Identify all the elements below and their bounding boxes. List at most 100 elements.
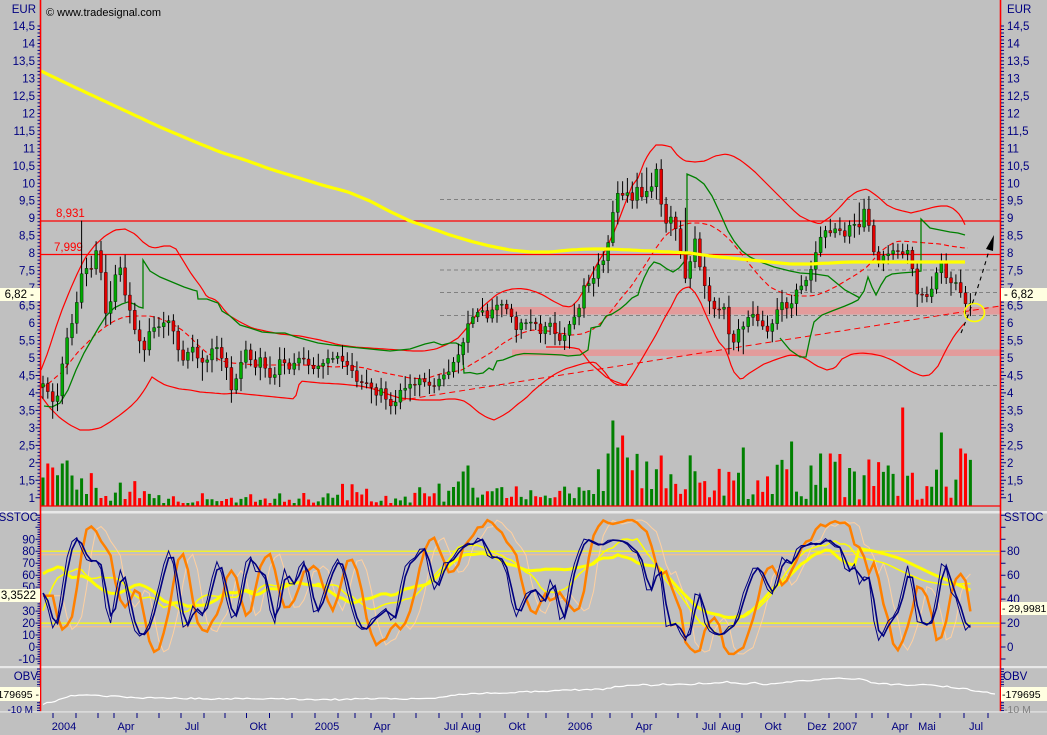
svg-text:1: 1 — [1007, 493, 1013, 505]
svg-text:3,5: 3,5 — [19, 405, 35, 417]
svg-text:Okt: Okt — [764, 721, 781, 733]
svg-text:SSTOC: SSTOC — [1004, 512, 1043, 524]
svg-text:© www.tradesignal.com: © www.tradesignal.com — [46, 7, 161, 19]
svg-text:13: 13 — [1007, 73, 1020, 85]
svg-text:4: 4 — [29, 388, 36, 400]
svg-text:12: 12 — [22, 108, 35, 120]
svg-text:8,931: 8,931 — [56, 208, 85, 220]
svg-text:30: 30 — [22, 606, 35, 618]
svg-text:179695 -: 179695 - — [0, 689, 40, 701]
svg-text:Okt: Okt — [508, 721, 525, 733]
svg-text:Jul: Jul — [444, 721, 458, 733]
svg-text:60: 60 — [22, 570, 35, 582]
svg-text:5,5: 5,5 — [1007, 336, 1023, 348]
svg-text:2006: 2006 — [568, 721, 592, 733]
svg-text:Aug: Aug — [721, 721, 741, 733]
svg-text:1,5: 1,5 — [19, 475, 35, 487]
svg-text:2: 2 — [29, 458, 35, 470]
svg-text:8,5: 8,5 — [19, 231, 35, 243]
svg-text:3: 3 — [1007, 423, 1013, 435]
svg-text:10: 10 — [22, 630, 35, 642]
svg-text:10,5: 10,5 — [1007, 161, 1029, 173]
svg-text:7,5: 7,5 — [1007, 266, 1023, 278]
svg-text:14: 14 — [22, 38, 35, 50]
svg-text:- 6,82: - 6,82 — [1004, 289, 1033, 301]
svg-text:Aug: Aug — [461, 721, 481, 733]
svg-text:10,5: 10,5 — [13, 161, 35, 173]
svg-text:80: 80 — [1007, 546, 1020, 558]
svg-text:3,5: 3,5 — [1007, 405, 1023, 417]
svg-text:7,5: 7,5 — [19, 266, 35, 278]
svg-text:12,5: 12,5 — [13, 91, 35, 103]
svg-text:10: 10 — [1007, 178, 1020, 190]
svg-text:12,5: 12,5 — [1007, 91, 1029, 103]
svg-text:-10 M: -10 M — [1004, 704, 1031, 716]
svg-text:Jul: Jul — [702, 721, 716, 733]
svg-text:7,999: 7,999 — [54, 242, 83, 254]
svg-text:EUR: EUR — [12, 4, 36, 16]
svg-text:1,5: 1,5 — [1007, 475, 1023, 487]
svg-text:8: 8 — [1007, 248, 1013, 260]
svg-text:-179695: -179695 — [1002, 689, 1041, 701]
svg-text:- 29,9981: - 29,9981 — [1002, 603, 1047, 615]
svg-text:6,82 -: 6,82 - — [5, 289, 35, 301]
svg-text:2007: 2007 — [833, 721, 857, 733]
svg-text:11,5: 11,5 — [13, 126, 35, 138]
svg-text:OBV: OBV — [1003, 671, 1028, 683]
svg-text:70: 70 — [22, 558, 35, 570]
svg-text:90: 90 — [22, 534, 35, 546]
svg-text:80: 80 — [22, 546, 35, 558]
svg-text:0: 0 — [1007, 642, 1013, 654]
svg-text:13,5: 13,5 — [13, 56, 35, 68]
svg-text:Jul: Jul — [185, 721, 199, 733]
svg-text:11: 11 — [23, 143, 35, 155]
svg-text:Apr: Apr — [635, 721, 652, 733]
svg-text:2: 2 — [1007, 458, 1013, 470]
svg-text:2,5: 2,5 — [19, 440, 35, 452]
svg-text:SSTOC: SSTOC — [0, 512, 38, 524]
svg-text:14: 14 — [1007, 38, 1020, 50]
svg-text:4,5: 4,5 — [19, 370, 35, 382]
svg-text:Apr: Apr — [373, 721, 390, 733]
svg-text:12: 12 — [1007, 108, 1020, 120]
svg-text:3,3522: 3,3522 — [1, 590, 36, 602]
svg-text:Mai: Mai — [918, 721, 936, 733]
svg-text:-10: -10 — [18, 654, 35, 666]
svg-text:2005: 2005 — [315, 721, 339, 733]
svg-text:9: 9 — [29, 213, 35, 225]
svg-text:5: 5 — [1007, 353, 1013, 365]
svg-text:20: 20 — [22, 618, 35, 630]
svg-text:11: 11 — [1007, 143, 1019, 155]
svg-text:6: 6 — [1007, 318, 1013, 330]
svg-text:Jul: Jul — [969, 721, 983, 733]
svg-text:4: 4 — [1007, 388, 1014, 400]
svg-text:5,5: 5,5 — [19, 336, 35, 348]
svg-text:8: 8 — [29, 248, 35, 260]
svg-text:60: 60 — [1007, 570, 1020, 582]
svg-text:Dez: Dez — [807, 721, 827, 733]
svg-text:8,5: 8,5 — [1007, 231, 1023, 243]
svg-text:0: 0 — [29, 642, 35, 654]
svg-text:2,5: 2,5 — [1007, 440, 1023, 452]
svg-text:OBV: OBV — [14, 671, 39, 683]
svg-text:4,5: 4,5 — [1007, 370, 1023, 382]
svg-text:9,5: 9,5 — [1007, 196, 1023, 208]
svg-text:Apr: Apr — [117, 721, 134, 733]
svg-text:10: 10 — [22, 178, 35, 190]
svg-text:Apr: Apr — [891, 721, 908, 733]
svg-text:6: 6 — [29, 318, 35, 330]
svg-text:6,5: 6,5 — [19, 301, 35, 313]
svg-text:14,5: 14,5 — [1007, 21, 1029, 33]
svg-text:1: 1 — [29, 493, 35, 505]
svg-text:13,5: 13,5 — [1007, 56, 1029, 68]
svg-text:Okt: Okt — [249, 721, 266, 733]
svg-text:9,5: 9,5 — [19, 196, 35, 208]
svg-text:11,5: 11,5 — [1007, 126, 1029, 138]
svg-text:13: 13 — [22, 73, 35, 85]
svg-text:3: 3 — [29, 423, 35, 435]
svg-text:5: 5 — [29, 353, 35, 365]
svg-text:2004: 2004 — [52, 721, 76, 733]
svg-text:6,5: 6,5 — [1007, 301, 1023, 313]
svg-text:14,5: 14,5 — [13, 21, 35, 33]
svg-text:-10 M: -10 M — [7, 705, 33, 716]
